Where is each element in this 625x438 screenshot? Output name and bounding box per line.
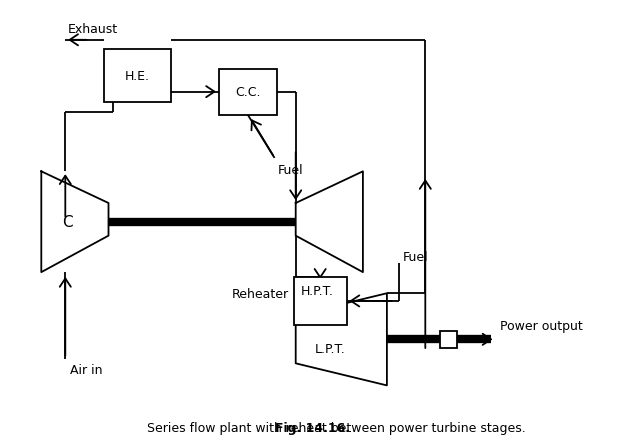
Text: Fuel: Fuel [402,250,428,263]
Bar [104,50,171,103]
Text: C.C.: C.C. [235,86,261,99]
Polygon shape [296,172,363,272]
Text: Fig. 14.16.: Fig. 14.16. [275,421,350,434]
Bar [294,277,347,325]
Text: H.P.T.: H.P.T. [301,284,333,297]
Text: Exhaust: Exhaust [68,23,118,36]
Bar [219,70,276,116]
Polygon shape [296,293,387,385]
Text: Fuel: Fuel [278,163,303,176]
Text: Air in: Air in [70,364,102,376]
Text: Series flow plant with reheat between power turbine stages.: Series flow plant with reheat between po… [99,421,526,434]
Text: H.E.: H.E. [125,70,150,83]
Polygon shape [41,172,109,272]
Text: Reheater: Reheater [232,287,289,300]
Text: L.P.T.: L.P.T. [315,343,346,356]
Text: Power output: Power output [500,319,583,332]
Text: C: C [62,215,72,230]
Bar [440,331,457,348]
